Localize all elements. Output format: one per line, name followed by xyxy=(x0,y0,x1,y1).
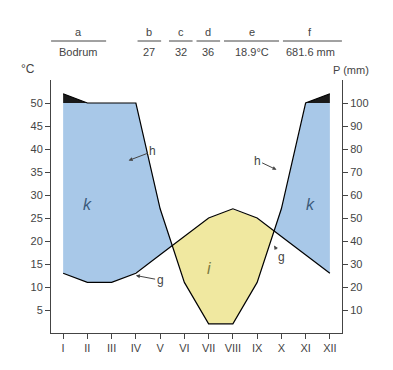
svg-text:45: 45 xyxy=(31,120,43,132)
svg-text:III: III xyxy=(107,342,116,354)
svg-text:°C: °C xyxy=(21,62,35,76)
svg-text:II: II xyxy=(84,342,90,354)
svg-text:IV: IV xyxy=(131,342,142,354)
svg-text:g: g xyxy=(278,250,285,264)
svg-text:36: 36 xyxy=(202,46,214,58)
svg-text:30: 30 xyxy=(31,189,43,201)
svg-text:18.9°C: 18.9°C xyxy=(235,46,269,58)
svg-text:b: b xyxy=(146,26,152,38)
svg-text:VII: VII xyxy=(202,342,215,354)
svg-text:32: 32 xyxy=(175,46,187,58)
svg-text:h: h xyxy=(149,144,156,158)
svg-text:15: 15 xyxy=(31,258,43,270)
svg-text:XII: XII xyxy=(323,342,336,354)
svg-text:h: h xyxy=(254,154,261,168)
svg-text:70: 70 xyxy=(350,166,362,178)
svg-text:30: 30 xyxy=(350,258,362,270)
svg-text:Bodrum: Bodrum xyxy=(59,46,98,58)
svg-text:g: g xyxy=(157,273,164,287)
svg-text:100: 100 xyxy=(350,97,368,109)
svg-text:25: 25 xyxy=(31,212,43,224)
svg-text:V: V xyxy=(156,342,164,354)
svg-text:c: c xyxy=(178,26,184,38)
svg-text:27: 27 xyxy=(143,46,155,58)
svg-text:5: 5 xyxy=(37,304,43,316)
svg-text:681.6 mm: 681.6 mm xyxy=(286,46,335,58)
svg-text:f: f xyxy=(308,26,312,38)
svg-text:40: 40 xyxy=(350,235,362,247)
svg-text:80: 80 xyxy=(350,143,362,155)
svg-text:i: i xyxy=(207,260,211,277)
svg-text:a: a xyxy=(75,26,82,38)
svg-text:IX: IX xyxy=(252,342,263,354)
svg-text:d: d xyxy=(205,26,211,38)
svg-text:60: 60 xyxy=(350,189,362,201)
svg-text:XI: XI xyxy=(300,342,310,354)
svg-text:90: 90 xyxy=(350,120,362,132)
svg-text:10: 10 xyxy=(31,281,43,293)
svg-text:20: 20 xyxy=(350,281,362,293)
svg-text:e: e xyxy=(249,26,255,38)
svg-text:40: 40 xyxy=(31,143,43,155)
svg-text:20: 20 xyxy=(31,235,43,247)
svg-text:10: 10 xyxy=(350,304,362,316)
svg-text:35: 35 xyxy=(31,166,43,178)
svg-text:X: X xyxy=(278,342,286,354)
svg-text:50: 50 xyxy=(31,97,43,109)
svg-text:I: I xyxy=(62,342,65,354)
svg-text:P (mm): P (mm) xyxy=(333,64,369,76)
svg-text:VIII: VIII xyxy=(225,342,242,354)
svg-text:VI: VI xyxy=(179,342,189,354)
svg-text:k: k xyxy=(306,196,315,213)
svg-text:k: k xyxy=(83,196,92,213)
svg-text:50: 50 xyxy=(350,212,362,224)
